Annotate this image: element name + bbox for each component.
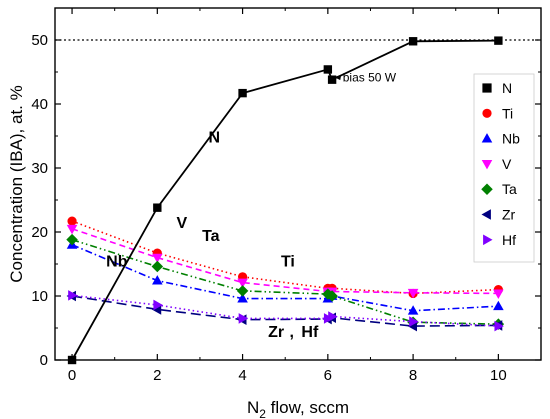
- series-line-n: [71, 39, 499, 361]
- y-tick-label: 50: [31, 32, 48, 49]
- annotation--: ,: [289, 324, 293, 341]
- legend-marker-ti: [482, 108, 492, 118]
- data-point-nb-2: [237, 293, 248, 303]
- data-point-v-2: [237, 278, 248, 289]
- annotation-n: N: [208, 129, 220, 146]
- data-point-ta-2: [236, 285, 249, 297]
- data-point-hf-4: [328, 311, 338, 322]
- legend-marker-nb: [481, 133, 493, 143]
- data-point-n-5: [408, 37, 418, 46]
- data-point-n-4: [327, 75, 337, 84]
- annotation-hf: Hf: [301, 324, 319, 341]
- annotation-v: V: [177, 215, 188, 232]
- data-point-ta-1: [151, 260, 164, 273]
- y-axis-title: Concentration (IBA), at. %: [7, 85, 26, 282]
- legend-marker-n: [482, 83, 492, 93]
- legend-marker-v: [481, 159, 493, 170]
- annotation-zr: Zr: [268, 324, 284, 341]
- y-tick-label: 0: [40, 352, 48, 369]
- series-line-hf: [72, 294, 499, 327]
- annotation-nb: Nb: [106, 254, 128, 271]
- annotation-bias-50-w: bias 50 W: [343, 71, 397, 85]
- legend-box: [473, 73, 535, 263]
- y-tick-label: 10: [31, 288, 48, 305]
- x-tick-label: 10: [490, 367, 507, 384]
- legend-label-v: V: [502, 156, 512, 172]
- y-tick-label: 40: [31, 96, 48, 113]
- data-point-v-5: [407, 288, 419, 299]
- data-point-ta-4: [326, 290, 338, 302]
- data-point-hf-2: [238, 313, 249, 324]
- x-tick-label: 0: [68, 367, 76, 384]
- data-point-hf-5: [409, 316, 419, 327]
- data-point-v-1: [152, 253, 163, 264]
- legend-label-ta: Ta: [502, 181, 517, 197]
- plot-frame: [54, 7, 542, 361]
- x-axis-title: N2 flow, sccm: [247, 398, 349, 419]
- data-point-n-6: [494, 36, 503, 45]
- legend-label-nb: Nb: [502, 131, 520, 147]
- data-point-n-2: [238, 88, 247, 98]
- data-point-v-6: [493, 289, 504, 299]
- data-point-n-3: [323, 65, 333, 74]
- y-tick-label: 30: [31, 160, 48, 177]
- data-point-nb-1: [152, 275, 163, 285]
- series-line-ta: [71, 238, 499, 325]
- data-point-ta-0: [66, 233, 78, 246]
- data-point-hf-6: [494, 320, 504, 332]
- data-point-nb-6: [493, 300, 504, 311]
- legend-marker-ta: [481, 183, 493, 195]
- data-point-nb-5: [407, 305, 419, 315]
- data-point-hf-0: [68, 290, 78, 301]
- legend-label-n: N: [502, 80, 512, 96]
- y-tick-label: 20: [31, 224, 48, 241]
- annotation-arrow-head: [334, 74, 342, 81]
- legend-marker-hf: [483, 234, 493, 246]
- data-point-ti-0: [67, 216, 77, 226]
- x-tick-label: 8: [409, 367, 417, 384]
- legend-label-ti: Ti: [502, 105, 513, 121]
- legend-marker-zr: [481, 209, 491, 220]
- legend-label-hf: Hf: [502, 232, 516, 248]
- x-tick-label: 6: [324, 367, 332, 384]
- annotation-ta: Ta: [202, 228, 220, 245]
- data-point-hf-1: [153, 299, 163, 311]
- data-point-v-0: [66, 224, 78, 235]
- series-line-zr: [71, 295, 499, 327]
- x-tick-label: 4: [238, 367, 246, 384]
- annotation-ti: Ti: [281, 254, 295, 271]
- x-tick-label: 2: [153, 367, 161, 384]
- legend-label-zr: Zr: [502, 207, 516, 223]
- data-point-n-1: [153, 203, 162, 212]
